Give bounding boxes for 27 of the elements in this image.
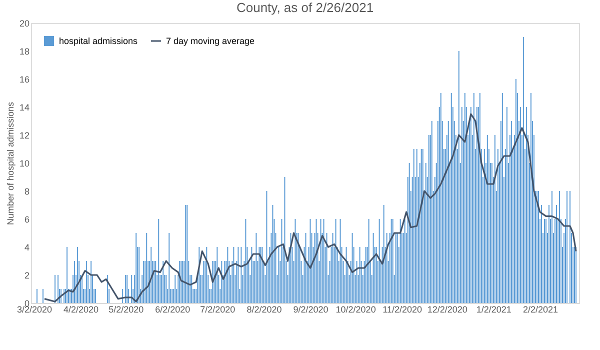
y-tick-label: 16 [19,74,30,84]
x-tick-label: 10/2/2020 [336,304,376,314]
y-tick-label: 8 [24,186,30,196]
x-tick-label: 5/2/2020 [108,304,144,314]
x-tick-label: 1/2/2021 [476,304,512,314]
y-axis-title: Number of hospital admissions [5,101,16,226]
x-tick-label: 2/2/2021 [522,304,558,314]
x-tick-label: 9/2/2020 [293,304,328,314]
chart-title: County, as of 2/26/2021 [236,0,374,15]
y-tick-label: 6 [24,214,30,224]
x-tick-label: 4/2/2020 [64,304,99,314]
y-tick-label: 18 [19,46,30,56]
y-tick-label: 12 [19,130,30,140]
x-tick-label: 8/2/2020 [246,304,282,314]
y-tick-label: 10 [19,158,30,168]
x-tick-label: 3/2/2020 [16,304,52,314]
legend-label: hospital admissions [59,36,138,46]
legend-label: 7 day moving average [166,36,255,46]
line-series [44,113,577,302]
x-tick-label: 11/2/2020 [382,304,422,314]
x-tick-label: 7/2/2020 [200,304,236,314]
y-tick-label: 4 [24,242,30,252]
x-tick-label: 6/2/2020 [155,304,190,314]
x-tick-label: 12/2/2020 [427,304,468,314]
y-tick-label: 2 [24,270,30,280]
y-tick-label: 14 [19,102,30,112]
y-tick-label: 20 [19,18,30,28]
